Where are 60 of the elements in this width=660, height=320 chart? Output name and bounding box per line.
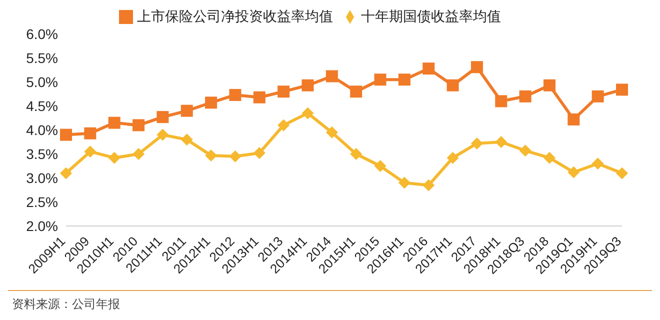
point [495,136,508,148]
y-tick-label: 5.0% [26,74,58,90]
point [543,79,556,92]
point [470,137,483,150]
point [60,167,72,180]
point [278,119,290,132]
point [108,152,120,164]
point [84,146,96,158]
y-tick-label: 5.5% [26,50,58,66]
y-tick-label: 3.0% [26,170,58,186]
y-tick-label: 2.5% [26,194,58,210]
point [398,176,410,189]
y-tick-label: 4.0% [26,122,58,138]
point [205,149,218,162]
point [253,147,266,160]
point [180,104,193,117]
point [519,90,532,102]
point [519,144,532,157]
y-tick-label: 3.5% [26,146,58,162]
point [592,158,604,170]
point [84,127,96,140]
y-tick-label: 6.0% [26,26,58,42]
point [156,128,169,141]
point [229,150,242,162]
point [616,167,628,180]
point [495,95,508,108]
point [253,91,266,104]
point [398,74,410,86]
point [543,152,556,164]
point [132,119,145,132]
point [156,111,169,124]
point [326,70,338,82]
point [205,96,218,109]
point [278,86,290,98]
y-tick-label: 4.5% [26,98,58,114]
point [616,84,628,96]
y-tick-label: 2.0% [26,218,58,234]
point [446,152,459,164]
point [229,88,242,101]
point [350,148,362,160]
legend-label: 上市保险公司净投资收益率均值 [137,8,333,24]
point [592,90,604,102]
point [60,128,72,141]
point [350,86,362,98]
point [132,148,145,160]
point [302,107,314,120]
point [374,160,386,172]
point [568,166,580,178]
point [422,62,435,75]
point [446,79,459,92]
point [374,74,386,86]
point [180,134,193,146]
point [568,113,580,126]
point [302,79,314,92]
text: 资料来源：公司年报 [11,296,121,313]
point [326,126,338,138]
legend-label: 十年期国债收益率均值 [361,8,501,24]
point [470,61,483,74]
point [422,179,435,192]
point [108,116,120,129]
